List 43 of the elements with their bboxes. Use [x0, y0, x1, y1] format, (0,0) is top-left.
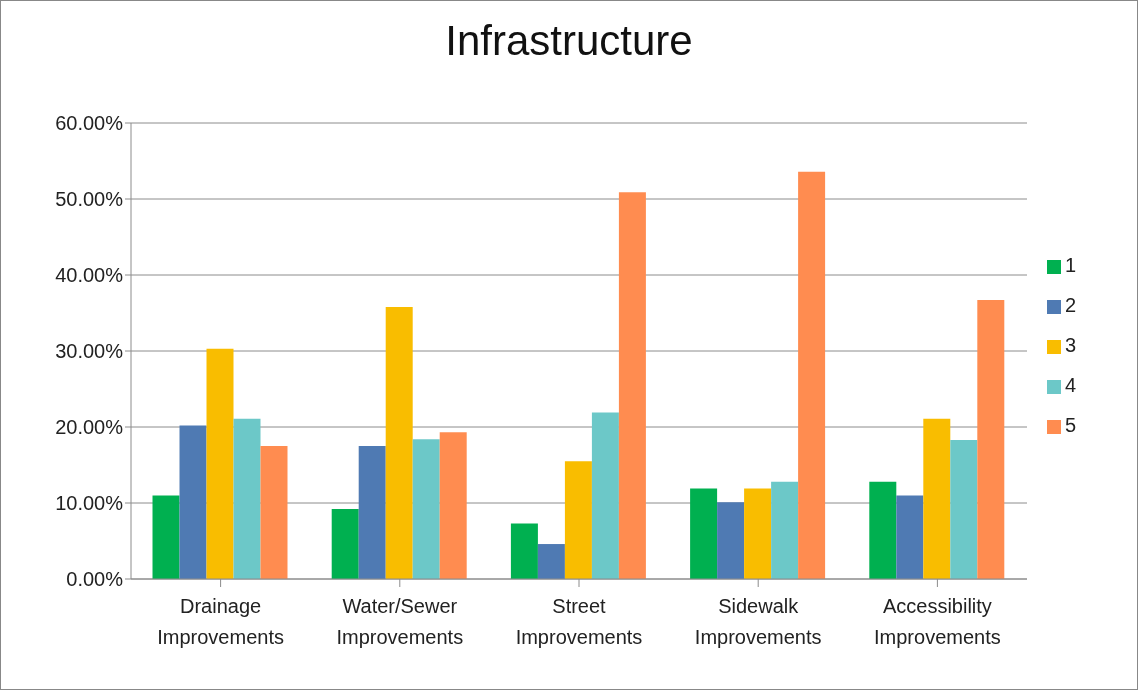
x-tick-label: Street Improvements: [515, 595, 643, 648]
bar: [564, 461, 592, 579]
bar: [950, 439, 978, 579]
bar: [977, 300, 1005, 579]
legend-label: 3: [1065, 334, 1077, 356]
bar: [412, 439, 440, 579]
bar: [510, 523, 538, 579]
bar: [179, 425, 207, 579]
bar: [206, 348, 234, 579]
bar: [717, 502, 745, 579]
y-tick-label: 30.00%: [55, 340, 124, 363]
bar: [233, 418, 261, 579]
x-tick-label: Drainage Improvements: [157, 595, 284, 648]
y-tick-label: 40.00%: [55, 264, 124, 287]
bar: [331, 509, 359, 579]
bar: [260, 446, 288, 579]
bar: [869, 481, 897, 579]
y-tick-label: 50.00%: [55, 188, 124, 211]
legend-label: 2: [1065, 294, 1077, 316]
x-tick-label: Water/Sewer Improvements: [336, 595, 464, 648]
bar: [591, 412, 619, 579]
legend-label: 5: [1065, 414, 1077, 436]
bar: [744, 488, 772, 579]
legend-label: 4: [1065, 374, 1077, 396]
bar: [537, 544, 565, 579]
bar: [152, 495, 180, 579]
bar: [798, 171, 826, 579]
bar: [923, 418, 951, 579]
legend-label: 1: [1065, 254, 1077, 276]
bar: [896, 495, 924, 579]
bar: [690, 488, 718, 579]
y-tick-label: 10.00%: [55, 492, 124, 515]
bar: [771, 481, 799, 579]
bar: [385, 306, 413, 579]
x-tick-label: Accessibility Improvements: [874, 595, 1001, 648]
bar: [618, 192, 646, 579]
chart-title: Infrastructure: [444, 17, 694, 65]
y-tick-label: 20.00%: [55, 416, 124, 439]
x-tick-label: Sidewalk Improvements: [694, 595, 822, 648]
y-tick-label: 60.00%: [55, 112, 124, 135]
bar: [439, 432, 467, 579]
bar: [358, 446, 386, 579]
y-tick-label: 0.00%: [66, 568, 124, 591]
